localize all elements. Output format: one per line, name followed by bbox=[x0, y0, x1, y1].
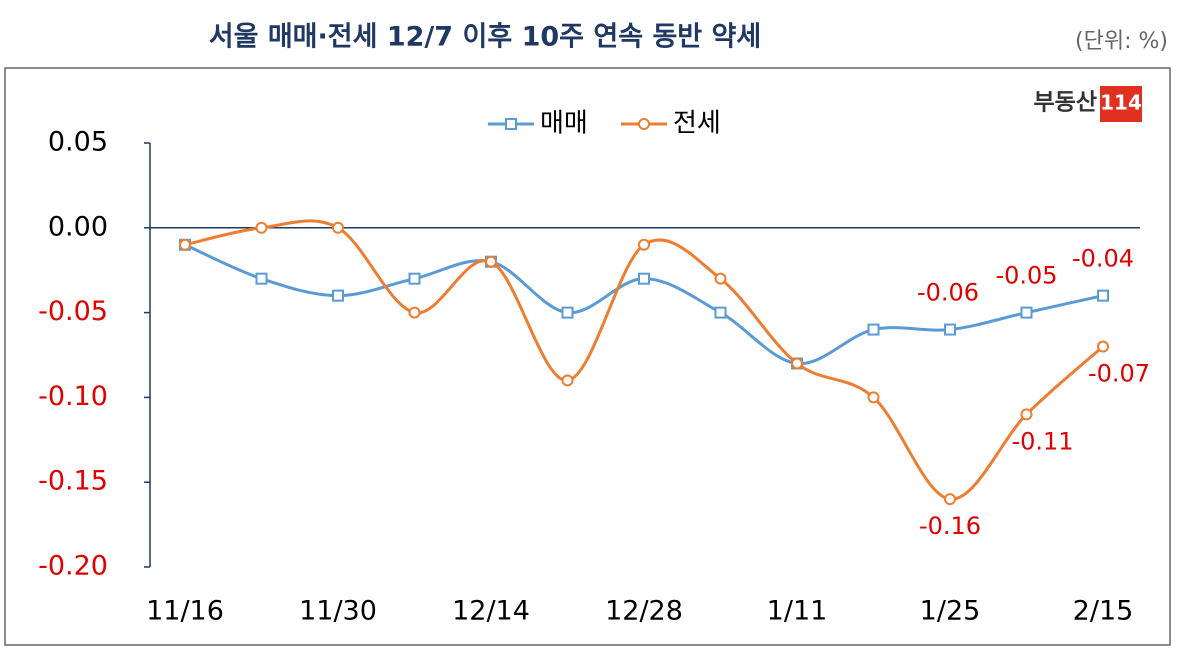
data-label: -0.06 bbox=[917, 279, 979, 307]
marker bbox=[944, 493, 956, 506]
marker bbox=[1097, 340, 1109, 353]
legend-label: 전세 bbox=[673, 109, 721, 139]
y-tick-label: 0.00 bbox=[48, 211, 108, 242]
logo-badge-text: 114 bbox=[1100, 91, 1142, 115]
marker bbox=[255, 221, 268, 234]
marker bbox=[867, 323, 880, 336]
marker bbox=[332, 221, 344, 234]
x-tick-label: 1/25 bbox=[920, 596, 981, 627]
marker bbox=[561, 374, 574, 387]
y-tick-label: -0.10 bbox=[38, 381, 108, 412]
marker bbox=[332, 289, 344, 302]
unit-label: (단위: %) bbox=[1075, 29, 1168, 54]
legend-marker bbox=[505, 118, 517, 130]
y-tick-label: -0.15 bbox=[38, 466, 108, 497]
marker bbox=[714, 272, 727, 285]
y-tick-label: 0.05 bbox=[48, 127, 108, 158]
x-tick-label: 2/15 bbox=[1073, 596, 1134, 627]
x-tick-label: 1/11 bbox=[767, 596, 828, 627]
marker bbox=[1020, 408, 1033, 421]
x-tick-label: 11/30 bbox=[299, 596, 377, 627]
logo-text: 부동산 bbox=[1034, 90, 1097, 116]
marker bbox=[638, 238, 650, 251]
marker bbox=[791, 357, 803, 370]
x-tick-label: 11/16 bbox=[146, 596, 224, 627]
series-line bbox=[184, 219, 1104, 501]
marker bbox=[179, 238, 191, 251]
chart-title: 서울 매매·전세 12/7 이후 10주 연속 동반 약세 bbox=[209, 22, 761, 53]
marker bbox=[714, 306, 727, 319]
data-label: -0.11 bbox=[1011, 427, 1073, 455]
data-label: -0.07 bbox=[1088, 360, 1150, 388]
marker bbox=[485, 255, 497, 268]
marker bbox=[408, 272, 421, 285]
x-tick-label: 12/28 bbox=[605, 596, 683, 627]
marker bbox=[1097, 289, 1109, 302]
x-tick-label: 12/14 bbox=[452, 596, 530, 627]
legend-label: 매매 bbox=[540, 109, 588, 139]
marker bbox=[561, 306, 574, 319]
data-label: -0.05 bbox=[995, 262, 1057, 290]
data-label: -0.04 bbox=[1072, 245, 1134, 273]
marker bbox=[255, 272, 268, 285]
legend-marker bbox=[638, 118, 650, 130]
plot-frame bbox=[4, 67, 1171, 646]
marker bbox=[408, 306, 421, 319]
logo-badge bbox=[1100, 86, 1142, 122]
marker bbox=[867, 391, 880, 404]
marker bbox=[1020, 306, 1033, 319]
data-label: -0.16 bbox=[919, 512, 981, 540]
marker bbox=[638, 272, 650, 285]
marker bbox=[944, 323, 956, 336]
y-tick-label: -0.05 bbox=[38, 296, 108, 327]
y-tick-label: -0.20 bbox=[38, 551, 108, 582]
